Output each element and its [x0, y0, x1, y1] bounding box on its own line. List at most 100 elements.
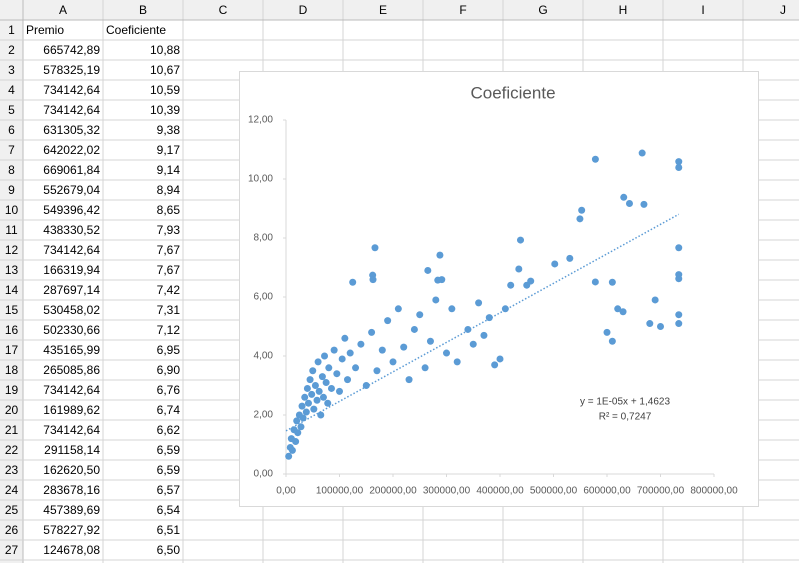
point: [400, 343, 408, 351]
point: [293, 417, 301, 425]
point: [424, 266, 432, 274]
point: [578, 206, 586, 214]
point: [620, 193, 628, 201]
chart-area: [239, 71, 759, 507]
cell: 6,74: [157, 403, 181, 417]
point: [675, 244, 683, 252]
row-number: 4: [8, 83, 15, 97]
point: [475, 299, 483, 307]
row-number: 11: [5, 223, 18, 237]
cell: 6,76: [157, 383, 181, 397]
cell: 10,39: [150, 103, 180, 117]
point: [426, 337, 434, 345]
x-tick-label: 600000,00: [583, 486, 631, 497]
point: [436, 251, 444, 259]
x-tick-label: 400000,00: [476, 486, 524, 497]
point: [675, 163, 683, 171]
cell: 734142,64: [43, 383, 100, 397]
point: [319, 393, 327, 401]
cell: 6,50: [157, 543, 181, 557]
x-tick-label: 100000,00: [316, 486, 364, 497]
point: [298, 402, 306, 410]
point: [657, 323, 664, 330]
trendline-equation: y = 1E-05x + 1,4623: [580, 397, 671, 408]
cell: 6,57: [157, 483, 181, 497]
x-tick-label: 500000,00: [530, 486, 578, 497]
point: [614, 305, 622, 313]
row-number: 23: [5, 463, 19, 477]
cell: 578227,92: [43, 523, 100, 537]
row-number: 19: [5, 383, 19, 397]
point: [325, 364, 333, 372]
cell: 669061,84: [43, 163, 100, 177]
header-cell: Premio: [26, 23, 64, 37]
point: [603, 328, 611, 336]
row-number: 12: [5, 243, 19, 257]
row-number: 18: [5, 363, 19, 377]
cell: 457389,69: [43, 503, 100, 517]
row-number: 6: [8, 123, 15, 137]
cell: 8,94: [157, 183, 181, 197]
point: [675, 158, 683, 166]
cell: 283678,16: [43, 483, 100, 497]
point: [352, 364, 360, 372]
point: [313, 396, 321, 404]
point: [491, 361, 499, 369]
point: [327, 384, 335, 392]
cell: 7,67: [157, 243, 181, 257]
row-number: 16: [5, 323, 19, 337]
column-header: G: [538, 3, 547, 17]
point: [523, 281, 531, 289]
point: [333, 370, 341, 378]
y-tick-label: 6,00: [254, 292, 274, 303]
row-number: 2: [8, 43, 15, 57]
cell: 8,65: [157, 203, 181, 217]
point: [317, 411, 325, 419]
cell: 6,51: [157, 523, 181, 537]
row-number: 17: [5, 343, 19, 357]
row-number: 8: [8, 163, 15, 177]
row-number: 27: [5, 543, 19, 557]
cell: 665742,89: [43, 43, 100, 57]
point: [448, 305, 456, 313]
cell: 552679,04: [43, 183, 100, 197]
row-number: 24: [5, 483, 19, 497]
point: [608, 278, 616, 286]
cell: 124678,08: [43, 543, 100, 557]
point: [330, 346, 338, 354]
point: [625, 199, 633, 207]
point: [336, 387, 343, 395]
point: [373, 367, 381, 375]
row-number: 5: [8, 103, 15, 117]
row-number: 21: [5, 423, 19, 437]
cell: 530458,02: [43, 303, 100, 317]
cell: 6,54: [157, 503, 181, 517]
y-tick-label: 4,00: [254, 351, 274, 362]
column-header-bar: [0, 0, 799, 20]
row-number: 20: [5, 403, 19, 417]
x-tick-label: 800000,00: [690, 486, 738, 497]
cell: 265085,86: [43, 363, 100, 377]
cell: 435165,99: [43, 343, 100, 357]
point: [469, 340, 477, 348]
point: [675, 311, 683, 319]
row-number: 3: [8, 63, 15, 77]
point: [640, 200, 648, 208]
point: [309, 367, 317, 375]
row-number: 10: [5, 203, 19, 217]
cell: 162620,50: [43, 463, 100, 477]
cell: 642022,02: [43, 143, 100, 157]
point: [321, 352, 329, 360]
point: [389, 358, 397, 366]
column-header: F: [459, 3, 466, 17]
y-tick-label: 10,00: [248, 174, 273, 185]
chart-title: Coeficiente: [470, 83, 555, 102]
row-number: 9: [8, 183, 15, 197]
point: [308, 390, 316, 398]
point: [322, 379, 330, 387]
y-tick-label: 0,00: [254, 469, 274, 480]
column-header: J: [780, 3, 786, 17]
point: [394, 305, 402, 313]
row-number: 1: [8, 23, 15, 37]
